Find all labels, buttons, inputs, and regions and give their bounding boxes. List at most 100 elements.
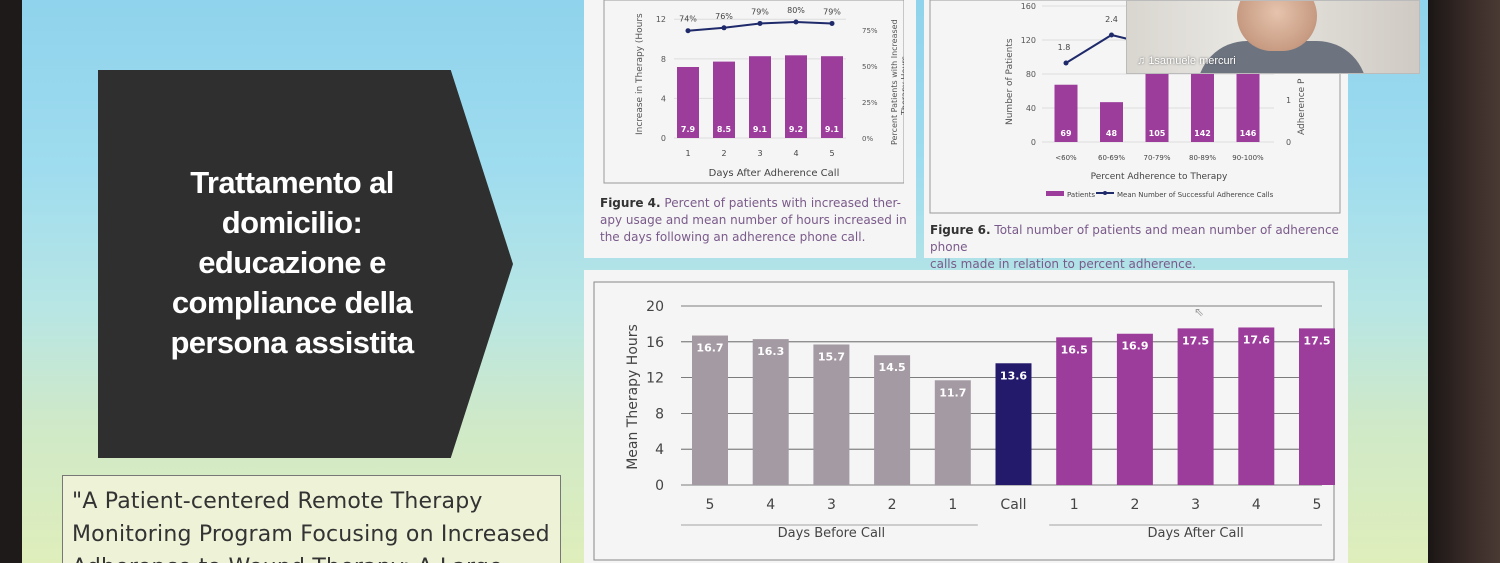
x-tick-label: 3 [757,149,762,158]
video-call-thumbnail[interactable]: ♫ 1samuele mercuri [1126,0,1420,74]
x-tick-label: 5 [1313,497,1322,513]
x-tick-label: 5 [706,497,715,513]
y-axis-label: Number of Patients [1005,38,1015,125]
y2-axis-label: Adherence P [1297,78,1307,135]
y-tick-label: 20 [646,299,664,315]
y2-tick-label: 75% [862,27,878,35]
quote-box [62,475,561,563]
caption-line: the days following an adherence phone ca… [600,230,866,244]
quote-line: Monitoring Program Focusing on Increased [72,522,550,547]
quote-line: "A Patient-centered Remote Therapy [72,489,483,514]
bar [874,355,911,485]
x-tick-label: 4 [1252,497,1261,513]
x-tick-label: 1 [948,497,957,513]
line-value-label: 76% [715,12,733,21]
y-tick-label: 16 [646,335,664,351]
title-line: persona assistita [170,325,414,360]
x-tick-label: 2 [888,497,897,513]
presentation-slide: Trattamento al domicilio: educazione e c… [22,0,1428,563]
bar [1145,54,1169,142]
bar [1100,102,1123,142]
bar-value-label: 11.7 [939,386,966,399]
participant-name-label: ♫ 1samuele mercuri [1137,55,1236,67]
y2-tick-label: 50% [862,63,878,71]
legend-line-marker [1103,191,1107,195]
figure4-caption: Figure 4. Percent of patients with incre… [600,195,910,246]
x-tick-label: 2 [721,149,726,158]
x-tick-label: 2 [1130,497,1139,513]
group-label: Days Before Call [778,526,885,541]
y-tick-label: 160 [1021,2,1036,11]
bar-value-label: 17.5 [1182,334,1209,347]
bar [995,363,1032,485]
legend-entry: Mean Number of Successful Adherence Call… [1117,191,1274,199]
bar-value-label: 14.5 [879,361,906,374]
bar-value-label: 16.9 [1121,340,1148,353]
title-arrow-shape [98,70,513,458]
line-point [685,28,691,34]
x-tick-label: 90-100% [1232,154,1264,162]
bar-value-label: 8.5 [717,125,732,134]
x-tick-label: 1 [685,149,690,158]
bar-value-label: 16.3 [757,345,784,358]
caption-line: apy usage and mean number of hours incre… [600,213,907,227]
title-line: compliance della [171,285,413,320]
bar [813,344,850,485]
figure6-caption: Figure 6. Total number of patients and m… [930,222,1350,273]
caption-line: calls made in relation to percent adhere… [930,257,1196,271]
legend-bar-swatch [1046,191,1064,196]
slide-title: Trattamento al domicilio: educazione e c… [122,163,462,363]
bar-value-label: 48 [1106,129,1118,138]
bar-value-label: 16.5 [1061,343,1088,356]
x-tick-label: <60% [1055,154,1077,162]
x-axis-label: Days After Adherence Call [709,168,840,179]
bar-value-label: 9.1 [753,125,768,134]
screen-bezel-left [0,0,22,563]
bar [1299,328,1335,485]
bar [1054,84,1078,142]
main-chart: 04812162016.7516.3415.7314.5211.7113.6Ca… [593,281,1335,561]
figure4-caption-label: Figure 4. [600,196,661,210]
bar-value-label: 7.9 [681,125,696,134]
y-tick-label: 4 [655,442,664,458]
bar-value-label: 17.6 [1243,333,1270,346]
y-tick-label: 0 [661,134,666,143]
group-label: Days After Call [1147,526,1243,541]
figure6-frame [929,0,1341,214]
x-tick-label: 70-79% [1144,154,1171,162]
line-value-label: 79% [751,7,769,16]
bar [752,339,789,485]
x-tick-label: 5 [829,149,834,158]
x-tick-label: 60-69% [1098,154,1125,162]
x-tick-label: 80-89% [1189,154,1216,162]
x-tick-label: 4 [766,497,775,513]
quote-text: "A Patient-centered Remote Therapy Monit… [72,485,562,563]
bar [1177,328,1214,485]
x-axis-label: Percent Adherence to Therapy [1091,172,1228,182]
y-tick-label: 0 [1031,138,1036,147]
line-point [1109,32,1114,38]
bar [677,66,699,138]
quote-line: Adherence to Wound Therapy: A Large [72,551,562,563]
bar-value-label: 15.7 [818,350,845,363]
line-value-label: 79% [823,7,841,16]
bar-value-label: 69 [1060,129,1072,138]
bar-value-label: 9.1 [825,125,840,134]
y-tick-label: 120 [1021,36,1036,45]
y2-axis-label: Therapy Hours [900,56,904,116]
figure6-chart: 0 40 80 120 160 0 1 69 <60% 48 60-69% 105 70-79% 142 8… [929,0,1341,214]
line-value-label: 1.8 [1058,43,1071,52]
line-point [757,20,763,26]
x-tick-label: 3 [1191,497,1200,513]
bar-value-label: 9.2 [789,125,803,134]
line-point [1063,60,1069,66]
title-line: educazione e [198,245,386,280]
y2-axis-label: Percent Patients with Increased [890,19,899,145]
bar-value-label: 13.6 [1000,369,1027,382]
figure4-chart: 0 4 8 12 0% 25% 50% 75% 7.9 1 74% 8.5 2 76% 9.1 3 79% 9.2… [603,0,904,184]
line-point [793,19,799,25]
title-line: Trattamento al [190,165,394,200]
y-tick-label: 4 [661,94,666,103]
figure4-frame [603,0,904,184]
bar [749,56,771,139]
